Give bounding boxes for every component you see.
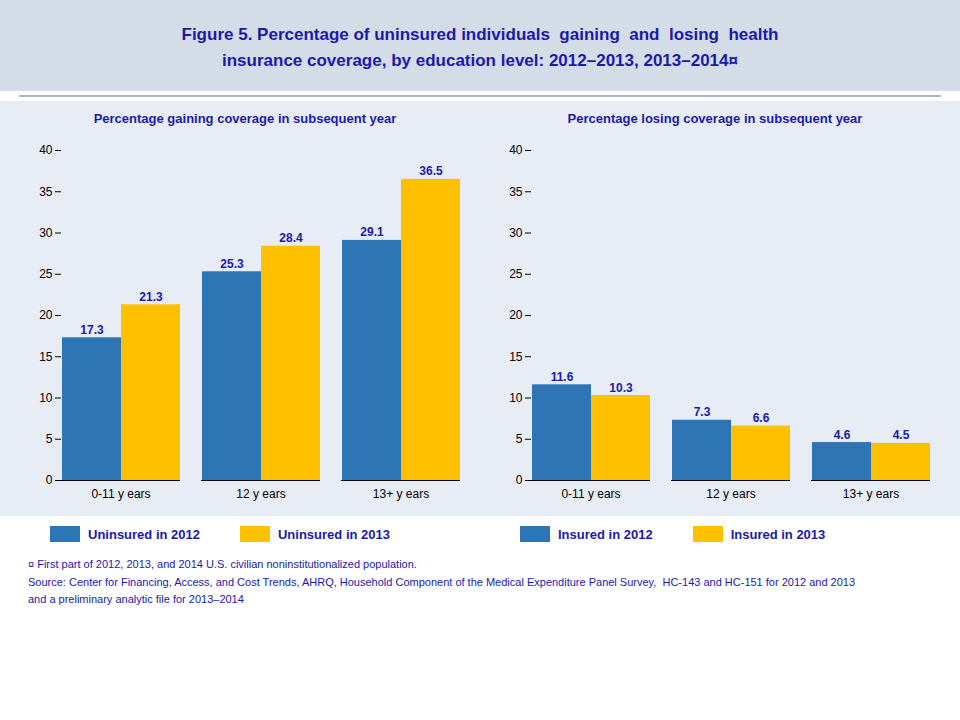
- html-text:Insured in 2013: Insured in 2013: [730, 526, 826, 542]
- svg-text:4.5: 4.5: [893, 428, 910, 442]
- svg-text:35: 35: [39, 185, 53, 199]
- svg-text:12 y ears: 12 y ears: [236, 487, 285, 501]
- svg-text:28.4: 28.4: [279, 231, 303, 245]
- html-text:Uninsured in 2012: Uninsured in 2012: [88, 526, 200, 542]
- svg-text:0: 0: [516, 473, 523, 487]
- svg-text:13+ y ears: 13+ y ears: [373, 487, 429, 501]
- svg-text:20: 20: [39, 308, 53, 322]
- svg-text:17.3: 17.3: [80, 323, 104, 337]
- svg-text:10: 10: [509, 391, 523, 405]
- svg-text:0-11 y ears: 0-11 y ears: [91, 487, 150, 501]
- svg-text:0-11 y ears: 0-11 y ears: [561, 487, 620, 501]
- svg-text:29.1: 29.1: [360, 225, 384, 239]
- html-text:Source: Center for Financing,: Source: Center for Financing, Access, an…: [28, 575, 856, 588]
- svg-text:7.3: 7.3: [694, 405, 711, 419]
- svg-text:36.5: 36.5: [419, 164, 443, 178]
- svg-text:4.6: 4.6: [834, 428, 851, 442]
- svg-text:40: 40: [39, 143, 53, 157]
- html-text:Percentage gaining coverage in: Percentage gaining coverage in subsequen…: [93, 111, 397, 126]
- svg-text:6.6: 6.6: [753, 411, 770, 425]
- svg-text:10: 10: [39, 391, 53, 405]
- html-text:Uninsured in 2013: Uninsured in 2013: [278, 526, 390, 542]
- svg-text:25: 25: [509, 267, 523, 281]
- svg-text:40: 40: [509, 143, 523, 157]
- svg-text:20: 20: [509, 308, 523, 322]
- svg-text:25.3: 25.3: [220, 257, 244, 271]
- svg-text:13+ y ears: 13+ y ears: [843, 487, 899, 501]
- svg-text:11.6: 11.6: [551, 370, 574, 384]
- svg-text:30: 30: [509, 226, 523, 240]
- html-text:¤ First part of 2012, 2013, an: ¤ First part of 2012, 2013, and 2014 U.S…: [28, 558, 417, 570]
- svg-text:30: 30: [39, 226, 53, 240]
- svg-text:15: 15: [509, 350, 523, 364]
- svg-text:25: 25: [39, 267, 53, 281]
- html-text:and a preliminary analytic fil: and a preliminary analytic file for 2013…: [28, 593, 244, 606]
- svg-text:0: 0: [46, 473, 53, 487]
- svg-text:5: 5: [46, 432, 53, 446]
- svg-text:10.3: 10.3: [609, 381, 633, 395]
- svg-text:5: 5: [516, 432, 523, 446]
- html-text:Insured in 2012: Insured in 2012: [558, 526, 653, 542]
- svg-text:21.3: 21.3: [139, 290, 163, 304]
- svg-text:35: 35: [509, 185, 523, 199]
- svg-text:12 y ears: 12 y ears: [706, 487, 755, 501]
- html-text:Percentage losing coverage in: Percentage losing coverage in subsequent…: [567, 111, 863, 126]
- html-text:Figure 5. Percentage of uninsu: Figure 5. Percentage of uninsured indivi…: [181, 25, 779, 70]
- svg-text:15: 15: [39, 350, 53, 364]
